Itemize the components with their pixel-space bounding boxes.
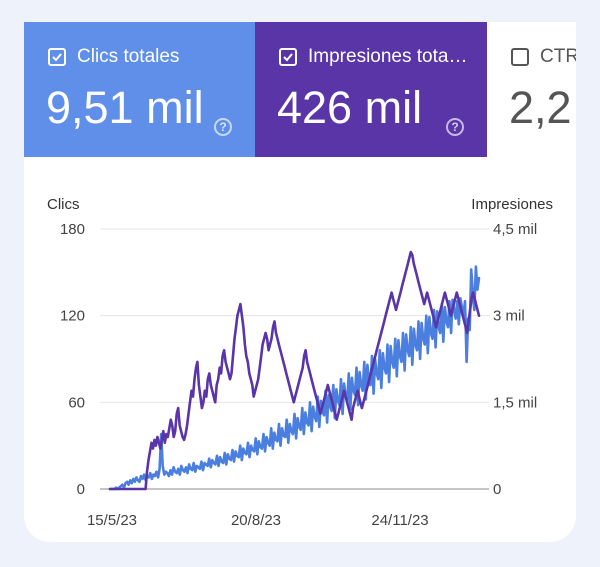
x-tick-label: 15/5/23: [87, 512, 137, 529]
left-tick-label: 60: [68, 394, 85, 411]
tile-total-clicks[interactable]: Clics totales 9,51 mil ?: [24, 22, 255, 157]
tile-label: Clics totales: [77, 46, 180, 67]
metric-tiles: Clics totales 9,51 mil ? Impresiones tot…: [24, 22, 576, 157]
help-icon[interactable]: ?: [214, 118, 232, 136]
performance-card: Clics totales 9,51 mil ? Impresiones tot…: [24, 22, 576, 542]
right-tick-label: 0: [493, 481, 501, 498]
checkbox-unchecked-icon[interactable]: [511, 48, 529, 66]
right-tick-label: 3 mil: [493, 308, 525, 325]
left-tick-label: 0: [77, 481, 85, 498]
tile-total-impressions[interactable]: Impresiones tota… 426 mil ?: [255, 22, 487, 157]
x-tick-label: 24/11/23: [371, 512, 428, 529]
tile-ctr[interactable]: CTR 2,2: [487, 22, 576, 157]
series-line-clicks: [108, 265, 481, 491]
right-tick-label: 4,5 mil: [493, 221, 537, 238]
tile-value: 2,2: [509, 82, 572, 133]
checkbox-checked-icon[interactable]: [279, 48, 297, 66]
right-tick-label: 1,5 mil: [493, 394, 537, 411]
right-axis-label: Impresiones: [471, 196, 553, 213]
tile-value: 9,51 mil: [46, 82, 204, 133]
tile-label: Impresiones tota…: [308, 46, 468, 67]
x-tick-label: 20/8/23: [231, 512, 281, 529]
left-tick-label: 180: [60, 221, 85, 238]
series-line-impressions: [108, 250, 481, 491]
checkbox-checked-icon[interactable]: [48, 48, 66, 66]
left-axis-label: Clics: [47, 196, 80, 213]
help-icon[interactable]: ?: [446, 118, 464, 136]
tile-value: 426 mil: [277, 82, 423, 133]
left-tick-label: 120: [60, 308, 85, 325]
tile-label: CTR: [540, 46, 576, 67]
performance-chart: Clics Impresiones 0 60 120 180 0 1,5 mil 3 mi…: [47, 196, 553, 529]
